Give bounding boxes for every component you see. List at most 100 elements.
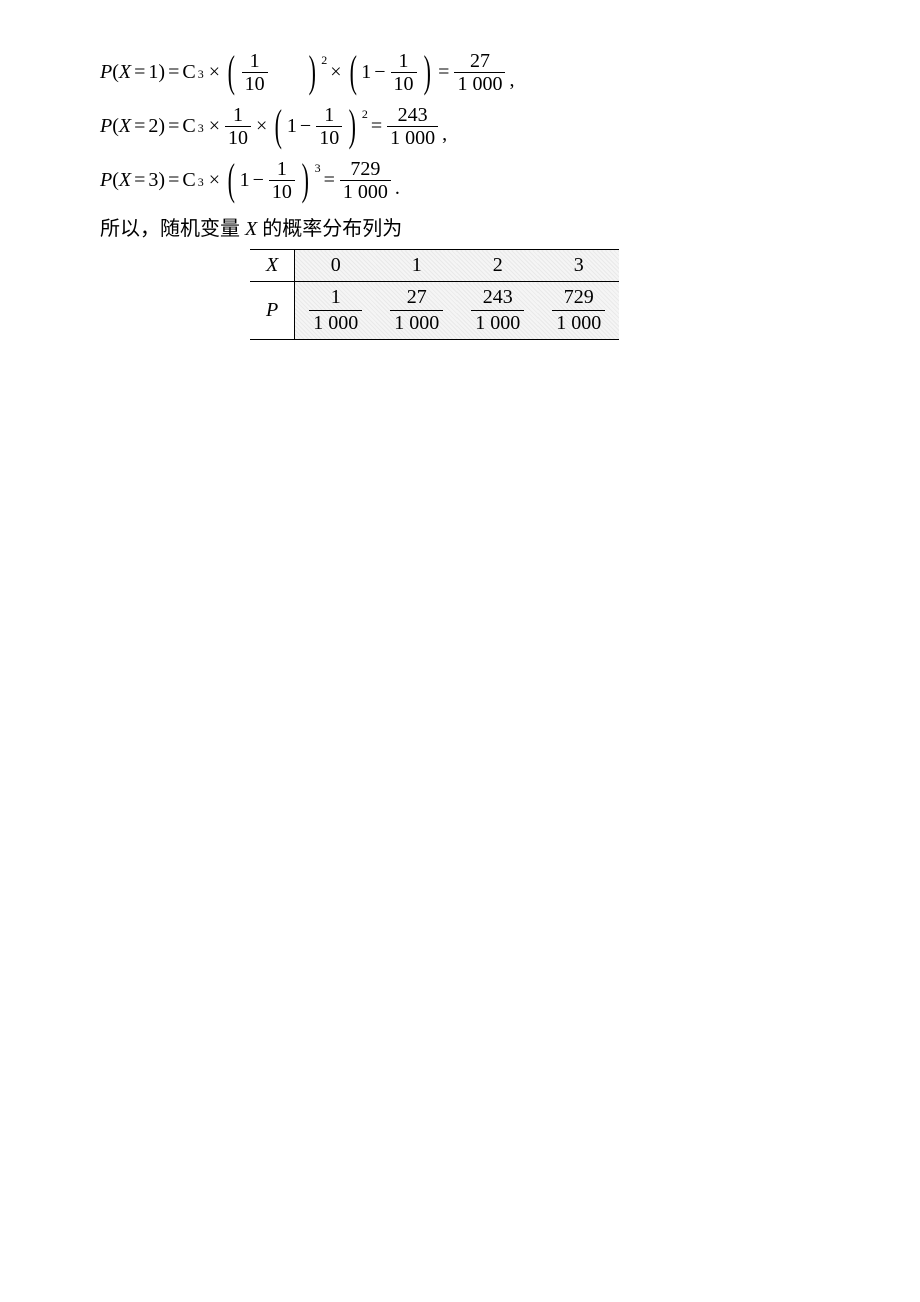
big-open-paren: ( [275, 104, 282, 148]
combination-sup: 3 [198, 68, 204, 80]
numerator: 729 [347, 159, 383, 180]
close-paren: ) [158, 62, 165, 82]
close-paren: ) [158, 116, 165, 136]
equals-sign: = [134, 116, 145, 136]
numerator: 729 [560, 286, 598, 310]
fraction: 1 10 [269, 159, 295, 202]
x-cell: 0 [295, 250, 377, 282]
exponent: 3 [315, 162, 321, 174]
prob-symbol: P [100, 62, 112, 82]
numerator: 243 [395, 105, 431, 126]
combination-symbol: C [182, 116, 195, 136]
denominator: 10 [225, 126, 251, 148]
distribution-table: X 0 1 2 3 P 1 1 000 27 1 000 2 [250, 249, 619, 340]
denominator: 1 000 [309, 310, 362, 335]
numerator: 1 [327, 286, 345, 310]
open-paren: ( [112, 116, 119, 136]
trailing-comma: , [442, 124, 447, 144]
times-sign: × [330, 62, 341, 82]
x-cell: 2 [457, 250, 538, 282]
one-literal: 1 [287, 116, 297, 136]
p-cell: 1 1 000 [295, 282, 377, 340]
numerator: 27 [467, 51, 493, 72]
fraction: 1 10 [242, 51, 268, 94]
times-sign: × [256, 116, 267, 136]
equation-row-1: P ( X = 1 ) = C 3 × ( 1 10 ) 2 × ( 1 − 1… [100, 50, 920, 94]
minus-sign: − [374, 62, 385, 82]
denominator: 10 [316, 126, 342, 148]
times-sign: × [209, 62, 220, 82]
exponent: 2 [362, 108, 368, 120]
equals-sign: = [134, 170, 145, 190]
numerator: 1 [321, 105, 337, 126]
times-sign: × [209, 116, 220, 136]
equation-row-2: P ( X = 2 ) = C 3 × 1 10 × ( 1 − 1 10 ) … [100, 104, 920, 148]
open-paren: ( [112, 170, 119, 190]
value-literal: 3 [148, 170, 158, 190]
numerator: 243 [479, 286, 517, 310]
big-close-paren: ) [308, 50, 315, 94]
big-close-paren: ) [302, 158, 309, 202]
cell-fraction: 243 1 000 [471, 286, 524, 335]
denominator: 1 000 [387, 126, 438, 148]
result-fraction: 243 1 000 [387, 105, 438, 148]
numerator: 1 [274, 159, 290, 180]
equals-sign: = [438, 62, 449, 82]
denominator: 10 [242, 72, 268, 94]
big-close-paren: ) [349, 104, 356, 148]
x-cell: 1 [376, 250, 457, 282]
close-paren: ) [158, 170, 165, 190]
fraction: 1 10 [391, 51, 417, 94]
numerator: 27 [403, 286, 431, 310]
big-open-paren: ( [228, 50, 235, 94]
big-open-paren: ( [349, 50, 356, 94]
one-literal: 1 [361, 62, 371, 82]
row-header-x: X [250, 250, 295, 282]
variable-x: X [119, 116, 131, 136]
cell-fraction: 729 1 000 [552, 286, 605, 335]
summary-var: X [245, 218, 257, 240]
cell-fraction: 27 1 000 [390, 286, 443, 335]
prob-symbol: P [100, 116, 112, 136]
equals-sign: = [168, 170, 179, 190]
combination-symbol: C [182, 62, 195, 82]
trailing-comma: , [509, 70, 514, 90]
cell-fraction: 1 1 000 [309, 286, 362, 335]
result-fraction: 729 1 000 [340, 159, 391, 202]
value-literal: 1 [148, 62, 158, 82]
value-literal: 2 [148, 116, 158, 136]
combination-sup: 3 [198, 176, 204, 188]
equals-sign: = [168, 62, 179, 82]
equals-sign: = [168, 116, 179, 136]
big-open-paren: ( [228, 158, 235, 202]
x-cell: 3 [538, 250, 619, 282]
denominator: 10 [269, 180, 295, 202]
denominator: 1 000 [454, 72, 505, 94]
one-literal: 1 [240, 170, 250, 190]
page-content: P ( X = 1 ) = C 3 × ( 1 10 ) 2 × ( 1 − 1… [0, 0, 920, 340]
result-fraction: 27 1 000 [454, 51, 505, 94]
times-sign: × [209, 170, 220, 190]
equation-row-3: P ( X = 3 ) = C 3 × ( 1 − 1 10 ) 3 = 729… [100, 158, 920, 202]
summary-text-post: 的概率分布列为 [257, 218, 402, 240]
numerator: 1 [247, 51, 263, 72]
equals-sign: = [134, 62, 145, 82]
table-row-p: P 1 1 000 27 1 000 243 1 000 [250, 282, 619, 340]
variable-x: X [119, 62, 131, 82]
open-paren: ( [112, 62, 119, 82]
denominator: 1 000 [471, 310, 524, 335]
denominator: 1 000 [552, 310, 605, 335]
table-row-x: X 0 1 2 3 [250, 250, 619, 282]
fraction: 1 10 [316, 105, 342, 148]
denominator: 10 [391, 72, 417, 94]
fraction: 1 10 [225, 105, 251, 148]
trailing-period: . [395, 178, 400, 198]
numerator: 1 [230, 105, 246, 126]
minus-sign: − [253, 170, 264, 190]
prob-symbol: P [100, 170, 112, 190]
summary-line: 所以，随机变量 X 的概率分布列为 [100, 212, 920, 241]
combination-symbol: C [182, 170, 195, 190]
exponent: 2 [321, 54, 327, 66]
equals-sign: = [371, 116, 382, 136]
big-close-paren: ) [423, 50, 430, 94]
